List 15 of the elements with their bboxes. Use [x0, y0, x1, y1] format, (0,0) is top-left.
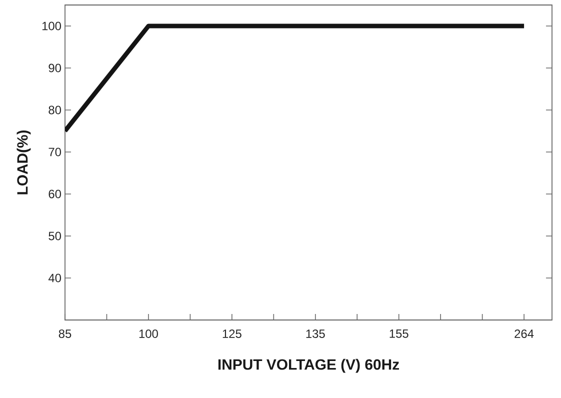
x-tick-label: 155	[390, 330, 408, 338]
y-axis-title: LOAD(%)	[16, 130, 31, 194]
x-tick-label: 85	[58, 330, 72, 338]
x-tick-label: 264	[514, 330, 534, 338]
y-tick-label: 80	[48, 106, 62, 114]
y-tick-label: 100	[42, 22, 62, 30]
y-tick-label: 90	[48, 64, 62, 72]
y-tick-label: 70	[48, 148, 62, 156]
x-tick-label: 100	[139, 330, 158, 338]
y-tick-label: 40	[48, 274, 62, 282]
y-tick-label: 60	[48, 190, 62, 198]
x-tick-label: 135	[306, 330, 325, 338]
x-tick-label: 125	[222, 330, 242, 338]
x-axis-title: INPUT VOLTAGE (V) 60Hz	[218, 358, 400, 373]
y-tick-label: 50	[48, 232, 62, 240]
